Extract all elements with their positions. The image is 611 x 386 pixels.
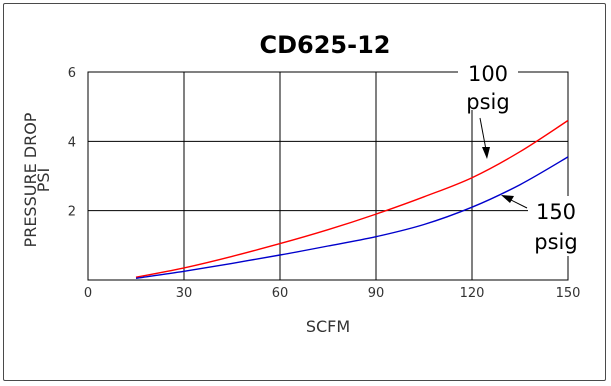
annotation-150-background bbox=[528, 196, 584, 256]
y-axis-label-line2: PSI bbox=[34, 168, 53, 193]
ticks: 0 30 60 90 120 150 2 4 6 bbox=[68, 66, 581, 301]
series-line-150-psig bbox=[135, 156, 569, 279]
annotation-100-line1: 100 bbox=[468, 62, 508, 86]
x-tick-label-120: 120 bbox=[460, 286, 485, 301]
annotation-150-arrowhead bbox=[501, 195, 514, 203]
x-tick-label-90: 90 bbox=[368, 286, 385, 301]
series-layer bbox=[135, 119, 569, 279]
y-tick-label-6: 6 bbox=[68, 66, 76, 81]
plot-border bbox=[87, 71, 569, 281]
series-line-100-psig bbox=[135, 119, 569, 278]
x-tick-label-30: 30 bbox=[176, 286, 193, 301]
x-axis-label: SCFM bbox=[306, 317, 350, 336]
chart-title: CD625-12 bbox=[260, 31, 391, 59]
grid bbox=[87, 71, 569, 281]
y-axis-label-line1: PRESSURE DROP bbox=[21, 112, 40, 247]
y-tick-label-2: 2 bbox=[68, 205, 76, 220]
y-axis-label-group: PRESSURE DROP PSI bbox=[21, 112, 53, 247]
annotation-100-line2: psig bbox=[466, 90, 509, 114]
annotation-150-line1: 150 bbox=[536, 200, 576, 224]
y-tick-label-4: 4 bbox=[68, 135, 76, 150]
annotation-100-background bbox=[458, 58, 518, 110]
x-tick-label-60: 60 bbox=[272, 286, 289, 301]
x-tick-label-0: 0 bbox=[84, 286, 92, 301]
annotation-100-arrowhead bbox=[482, 147, 490, 159]
annotation-150-line2: psig bbox=[534, 230, 577, 254]
x-tick-label-150: 150 bbox=[556, 286, 581, 301]
